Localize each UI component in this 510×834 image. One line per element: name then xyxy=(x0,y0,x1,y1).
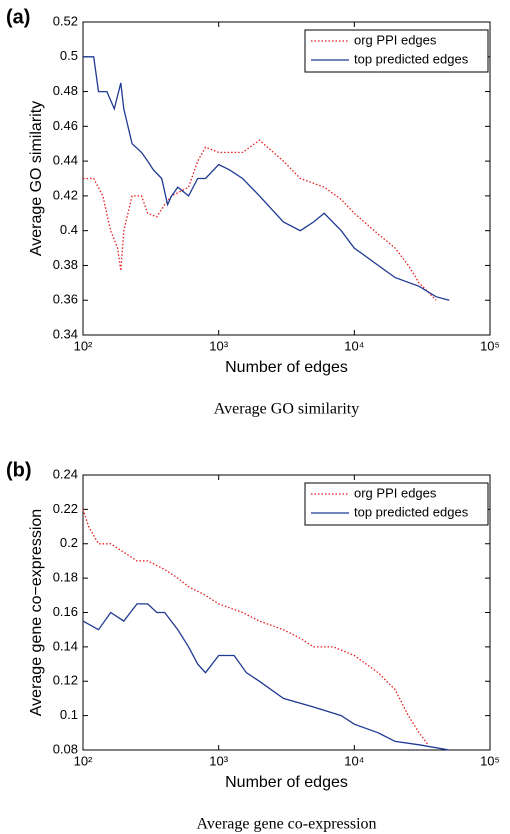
y-tick-label: 0.4 xyxy=(60,222,78,237)
legend-label: top predicted edges xyxy=(354,504,469,519)
legend-label: top predicted edges xyxy=(354,51,469,66)
y-tick-label: 0.14 xyxy=(53,638,78,653)
y-tick-label: 0.38 xyxy=(53,257,78,272)
x-tick-label: 10² xyxy=(74,753,93,768)
panel-label: (b) xyxy=(6,459,32,481)
y-tick-label: 0.08 xyxy=(53,741,78,756)
x-axis-label: Number of edges xyxy=(225,774,348,791)
y-tick-label: 0.42 xyxy=(53,187,78,202)
legend-label: org PPI edges xyxy=(354,485,437,500)
y-axis-label: Average gene co−expression xyxy=(28,509,45,716)
panel-label: (a) xyxy=(6,6,30,28)
y-tick-label: 0.22 xyxy=(53,501,78,516)
x-axis-label: Number of edges xyxy=(225,359,348,376)
series-line xyxy=(83,139,437,301)
y-tick-label: 0.34 xyxy=(53,326,78,341)
y-tick-label: 0.12 xyxy=(53,673,78,688)
y-tick-label: 0.5 xyxy=(60,48,78,63)
y-tick-label: 0.44 xyxy=(53,153,78,168)
x-tick-label: 10² xyxy=(74,338,93,353)
y-tick-label: 0.36 xyxy=(53,292,78,307)
x-tick-label: 10⁴ xyxy=(344,753,364,768)
x-tick-label: 10³ xyxy=(209,753,228,768)
y-tick-label: 0.46 xyxy=(53,118,78,133)
y-tick-label: 0.52 xyxy=(53,13,78,28)
y-tick-label: 0.18 xyxy=(53,570,78,585)
x-tick-label: 10⁴ xyxy=(344,338,364,353)
series-line xyxy=(82,509,429,746)
series-line xyxy=(83,56,450,301)
y-tick-label: 0.48 xyxy=(53,83,78,98)
x-tick-label: 10⁵ xyxy=(480,338,500,353)
y-tick-label: 0.24 xyxy=(53,466,78,481)
x-tick-label: 10⁵ xyxy=(480,753,500,768)
x-tick-label: 10³ xyxy=(209,338,228,353)
caption: Average GO similarity xyxy=(214,401,359,418)
y-tick-label: 0.1 xyxy=(60,707,78,722)
legend-box xyxy=(304,482,489,526)
y-axis-label: Average GO similarity xyxy=(28,101,45,256)
caption: Average gene co-expression xyxy=(196,816,376,833)
legend-box xyxy=(304,29,489,73)
y-tick-label: 0.16 xyxy=(53,604,78,619)
legend-label: org PPI edges xyxy=(354,32,437,47)
y-tick-label: 0.2 xyxy=(60,535,78,550)
series-line xyxy=(82,603,450,751)
